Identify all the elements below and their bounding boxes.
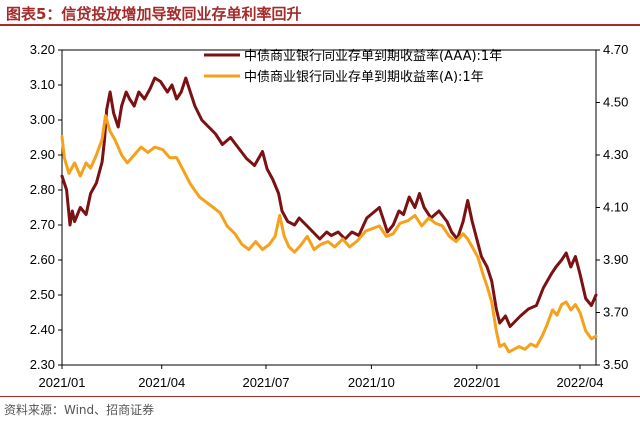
x-tick-label: 2022/04 [556,375,603,390]
y-left-tick-label: 2.50 [30,287,55,302]
y-right-tick-label: 4.30 [603,147,628,162]
y-left-tick-label: 2.60 [30,252,55,267]
line-chart: 3.20 3.10 3.00 2.90 2.80 2.70 2.60 2.50 2.40 2.30… [30,42,629,390]
y-left-tick-label: 2.80 [30,182,55,197]
y-right-tick-label: 4.70 [603,42,628,57]
y-left-tick-label: 2.30 [30,357,55,372]
y-left-tick-label: 3.00 [30,112,55,127]
figure-title: 图表5：信贷投放增加导致同业存单利率回升 [6,5,302,23]
y-right-tick-label: 3.50 [603,357,628,372]
y-right-tick-label: 4.50 [603,95,628,110]
chart-lines [60,76,598,354]
y-left-tick-label: 2.70 [30,217,55,232]
y-left-tick-label: 3.20 [30,42,55,57]
source-divider [0,396,640,397]
title-divider [0,24,640,26]
x-tick-label: 2021/07 [242,375,289,390]
legend-label-aaa: 中债商业银行同业存单到期收益率(AAA):1年 [244,48,502,64]
figure-source: 资料来源：Wind、招商证券 [4,403,155,417]
y-left-tick-label: 2.40 [30,322,55,337]
chart-legend: 中债商业银行同业存单到期收益率(AAA):1年中债商业银行同业存单到期收益率(A… [204,48,502,85]
y-left-tick-label: 2.90 [30,147,55,162]
series-line-a [60,114,598,354]
x-tick-label: 2021/04 [138,375,185,390]
series-line-aaa [60,76,598,328]
y-left-tick-label: 3.10 [30,77,55,92]
x-tick-label: 2021/10 [348,375,395,390]
y-right-tick-label: 3.90 [603,252,628,267]
x-tick-label: 2022/01 [453,375,500,390]
y-right-tick-label: 4.10 [603,200,628,215]
x-tick-label: 2021/01 [39,375,86,390]
legend-label-a: 中债商业银行同业存单到期收益率(A):1年 [244,69,484,85]
y-right-tick-label: 3.70 [603,305,628,320]
chart-axes: 3.20 3.10 3.00 2.90 2.80 2.70 2.60 2.50 2.40 2.30… [30,42,629,390]
